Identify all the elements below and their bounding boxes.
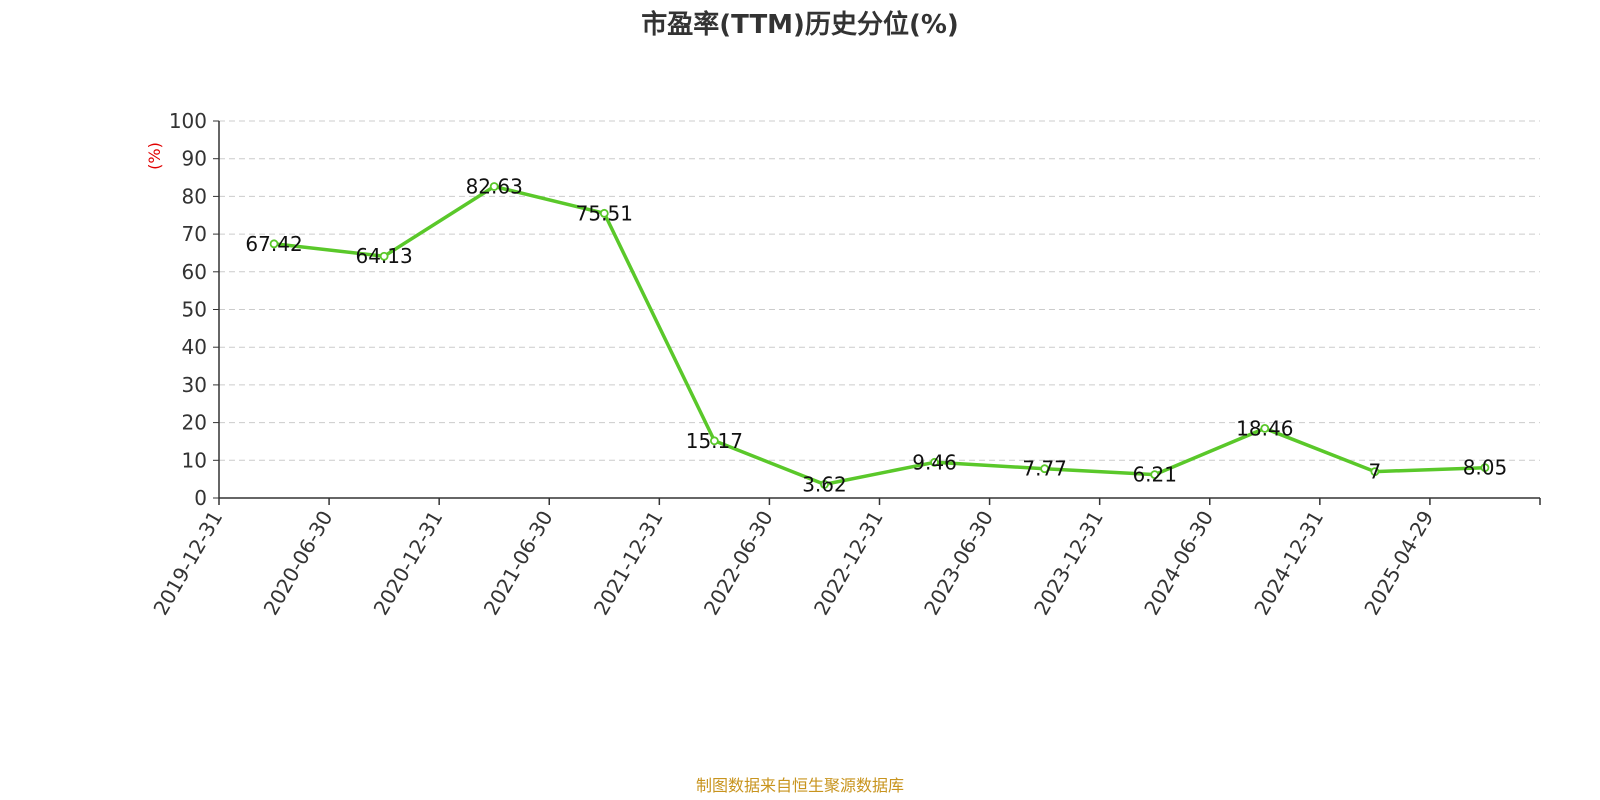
series-line [273,184,1486,487]
source-note: 制图数据来自恒生聚源数据库 [696,776,904,795]
data-label: 7.77 [1022,457,1067,481]
y-tick-label: 0 [194,486,207,510]
data-label: 7 [1369,460,1382,484]
data-label: 3.62 [802,472,847,496]
y-axis-ticks: 0 10 20 30 40 50 60 70 80 90 100 [169,109,219,510]
x-tick-label: 2020-06-30 [259,507,338,620]
data-point [379,251,389,261]
data-point [269,239,279,249]
data-label: 75.51 [576,201,633,225]
data-point [1040,464,1050,474]
x-tick-label: 2023-12-31 [1029,507,1108,620]
grid-lines [219,120,1540,461]
x-tick-label: 2020-12-31 [369,506,448,619]
data-label: 15.17 [686,429,743,453]
x-tick-label: 2021-12-31 [589,507,668,620]
data-point [930,457,939,467]
y-tick-label: 20 [182,411,207,435]
data-label: 82.63 [466,174,523,198]
y-tick-label: 90 [182,147,207,171]
data-point [489,182,499,191]
x-tick-label: 2022-12-31 [809,507,888,620]
data-label: 18.46 [1236,416,1293,440]
chart-title: 市盈率(TTM)历史分位(%) [641,9,959,40]
y-tick-label: 10 [182,448,207,472]
x-axis-ticks: 2019-12-31 2020-06-30 2020-12-31 2021-06-30… [148,498,1541,620]
y-tick-label: 80 [182,184,207,208]
y-axis-label: (%) [145,142,164,170]
data-point [820,479,829,489]
x-tick-label: 2023-06-30 [919,506,998,619]
data-label: 8.05 [1463,456,1508,480]
x-tick-label: 2021-06-30 [479,507,558,620]
x-tick-label: 2025-04-29 [1359,507,1438,620]
x-tick-label: 2024-12-31 [1249,507,1328,620]
y-tick-label: 70 [182,222,207,246]
x-tick-label: 2024-06-30 [1139,507,1218,620]
data-point [1480,463,1490,473]
y-tick-label: 60 [182,260,207,284]
y-tick-label: 100 [169,109,207,133]
y-tick-label: 30 [182,373,207,397]
data-label: 64.13 [355,244,412,268]
data-points [269,182,1490,489]
y-tick-label: 50 [182,298,207,322]
data-point [1150,470,1160,479]
data-label: 9.46 [912,450,957,474]
y-tick-label: 40 [182,335,207,359]
data-label: 6.21 [1132,463,1177,487]
data-point [599,208,609,218]
data-label: 67.42 [245,232,302,256]
x-tick-label: 2019-12-31 [148,507,227,620]
data-point [1260,424,1270,433]
x-tick-label: 2022-06-30 [699,507,778,620]
data-point [709,436,719,446]
data-labels: 67.42 64.13 82.63 75.51 15.17 3.62 9.46 7.77 6.2… [245,174,1507,496]
data-point [1370,467,1380,477]
